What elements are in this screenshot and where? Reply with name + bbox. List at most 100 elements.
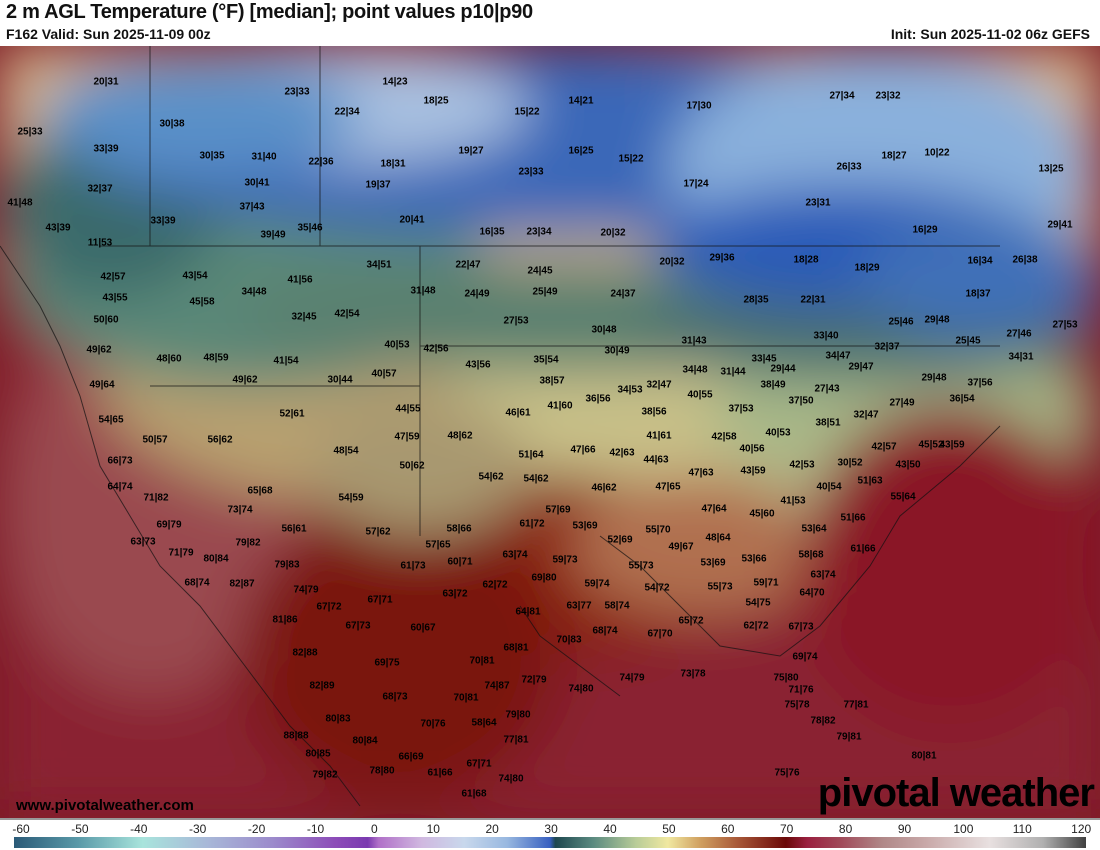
- point-value-label: 73|74: [227, 504, 253, 516]
- point-value-label: 75|76: [774, 767, 800, 779]
- point-value-label: 63|74: [502, 549, 528, 561]
- point-value-label: 42|57: [871, 441, 897, 453]
- point-value-label: 38|56: [641, 406, 667, 418]
- point-value-label: 37|43: [239, 201, 265, 213]
- point-value-label: 64|81: [515, 606, 541, 618]
- point-value-label: 35|46: [297, 222, 323, 234]
- point-value-label: 27|49: [889, 397, 915, 409]
- colorbar-tick-label: 50: [662, 822, 676, 836]
- point-value-label: 30|38: [159, 118, 185, 130]
- point-value-label: 64|70: [799, 587, 825, 599]
- point-value-label: 38|51: [815, 417, 841, 429]
- point-value-label: 50|60: [93, 314, 119, 326]
- point-value-label: 28|35: [743, 294, 769, 306]
- point-value-label: 43|59: [740, 465, 766, 477]
- point-value-label: 32|45: [291, 311, 317, 323]
- point-value-label: 71|79: [168, 547, 194, 559]
- point-value-label: 18|27: [881, 150, 907, 162]
- point-value-label: 70|76: [420, 718, 446, 730]
- point-value-label: 47|63: [688, 467, 714, 479]
- point-value-label: 67|71: [466, 758, 492, 770]
- point-value-label: 20|31: [93, 76, 119, 88]
- point-value-label: 50|57: [142, 434, 168, 446]
- temperature-field: [0, 46, 1100, 818]
- point-value-label: 70|83: [556, 634, 582, 646]
- point-value-label: 40|53: [765, 427, 791, 439]
- point-value-label: 41|60: [547, 400, 573, 412]
- colorbar-tick-label: 40: [603, 822, 617, 836]
- point-value-label: 11|53: [87, 237, 113, 249]
- valid-time: F162 Valid: Sun 2025-11-09 00z: [6, 26, 211, 42]
- point-value-label: 67|73: [788, 621, 814, 633]
- point-value-label: 57|62: [365, 526, 391, 538]
- point-value-label: 63|72: [442, 588, 468, 600]
- point-value-label: 80|84: [203, 553, 229, 565]
- point-value-label: 50|62: [399, 460, 425, 472]
- point-value-label: 25|49: [532, 286, 558, 298]
- point-value-label: 40|55: [687, 389, 713, 401]
- point-value-label: 63|74: [810, 569, 836, 581]
- point-value-label: 18|25: [423, 95, 449, 107]
- point-value-label: 40|53: [384, 339, 410, 351]
- point-value-label: 62|72: [743, 620, 769, 632]
- point-value-label: 42|57: [100, 271, 126, 283]
- init-time: Init: Sun 2025-11-02 06z GEFS: [890, 26, 1090, 42]
- point-value-label: 47|65: [655, 481, 681, 493]
- point-value-label: 41|56: [287, 274, 313, 286]
- point-value-label: 68|81: [503, 642, 529, 654]
- point-value-label: 75|80: [773, 672, 799, 684]
- point-value-label: 18|29: [854, 262, 880, 274]
- point-value-label: 54|72: [644, 582, 670, 594]
- point-value-label: 49|62: [232, 374, 258, 386]
- colorbar-tick-label: 10: [426, 822, 440, 836]
- point-value-label: 58|66: [446, 523, 472, 535]
- point-value-label: 68|73: [382, 691, 408, 703]
- point-value-label: 71|82: [143, 492, 169, 504]
- point-value-label: 67|73: [345, 620, 371, 632]
- point-value-label: 42|58: [711, 431, 737, 443]
- point-value-label: 43|54: [182, 270, 208, 282]
- point-value-label: 79|81: [836, 731, 862, 743]
- point-value-label: 69|74: [792, 651, 818, 663]
- point-value-label: 66|69: [398, 751, 424, 763]
- point-value-label: 51|63: [857, 475, 883, 487]
- temperature-map[interactable]: 20|31 23|33 14|23 22|34 18|25 15|22 14|21 17|30…: [0, 46, 1100, 818]
- point-value-label: 15|22: [618, 153, 644, 165]
- point-value-label: 27|53: [1052, 319, 1078, 331]
- colorbar-tick-label: 100: [953, 822, 974, 836]
- point-value-label: 29|48: [921, 372, 947, 384]
- point-value-label: 48|54: [333, 445, 359, 457]
- point-value-label: 48|60: [156, 353, 182, 365]
- point-value-label: 27|53: [503, 315, 529, 327]
- point-value-label: 55|73: [707, 581, 733, 593]
- point-value-label: 61|73: [400, 560, 426, 572]
- point-value-label: 62|72: [482, 579, 508, 591]
- point-value-label: 79|80: [505, 709, 531, 721]
- point-value-label: 43|55: [102, 292, 128, 304]
- colorbar: -60 -50 -40 -30 -20 -10 0 10 20 30 40 50 60 70 80 90 100…: [0, 818, 1100, 850]
- point-value-label: 43|39: [45, 222, 71, 234]
- point-value-label: 64|74: [107, 481, 133, 493]
- point-value-label: 41|48: [7, 197, 33, 209]
- point-value-label: 68|74: [184, 577, 210, 589]
- point-value-label: 36|54: [949, 393, 975, 405]
- point-value-label: 49|64: [89, 379, 115, 391]
- point-value-label: 77|81: [843, 699, 869, 711]
- colorbar-tick-label: -40: [130, 822, 148, 836]
- colorbar-tick-label: 30: [544, 822, 558, 836]
- point-value-label: 36|56: [585, 393, 611, 405]
- point-value-label: 34|51: [366, 259, 392, 271]
- point-value-label: 70|81: [469, 655, 495, 667]
- point-value-label: 29|36: [709, 252, 735, 264]
- point-value-label: 24|45: [527, 265, 553, 277]
- pivotal-weather-logo: pivotal weather: [817, 771, 1095, 815]
- point-value-label: 32|37: [87, 183, 113, 195]
- point-value-label: 41|53: [780, 495, 806, 507]
- point-value-label: 51|66: [840, 512, 866, 524]
- colorbar-tick-label: 110: [1012, 822, 1032, 836]
- point-value-label: 23|33: [284, 86, 310, 98]
- point-value-label: 30|49: [604, 345, 630, 357]
- website-url[interactable]: www.pivotalweather.com: [16, 797, 194, 814]
- point-value-label: 34|48: [241, 286, 267, 298]
- point-value-label: 45|52: [918, 439, 944, 451]
